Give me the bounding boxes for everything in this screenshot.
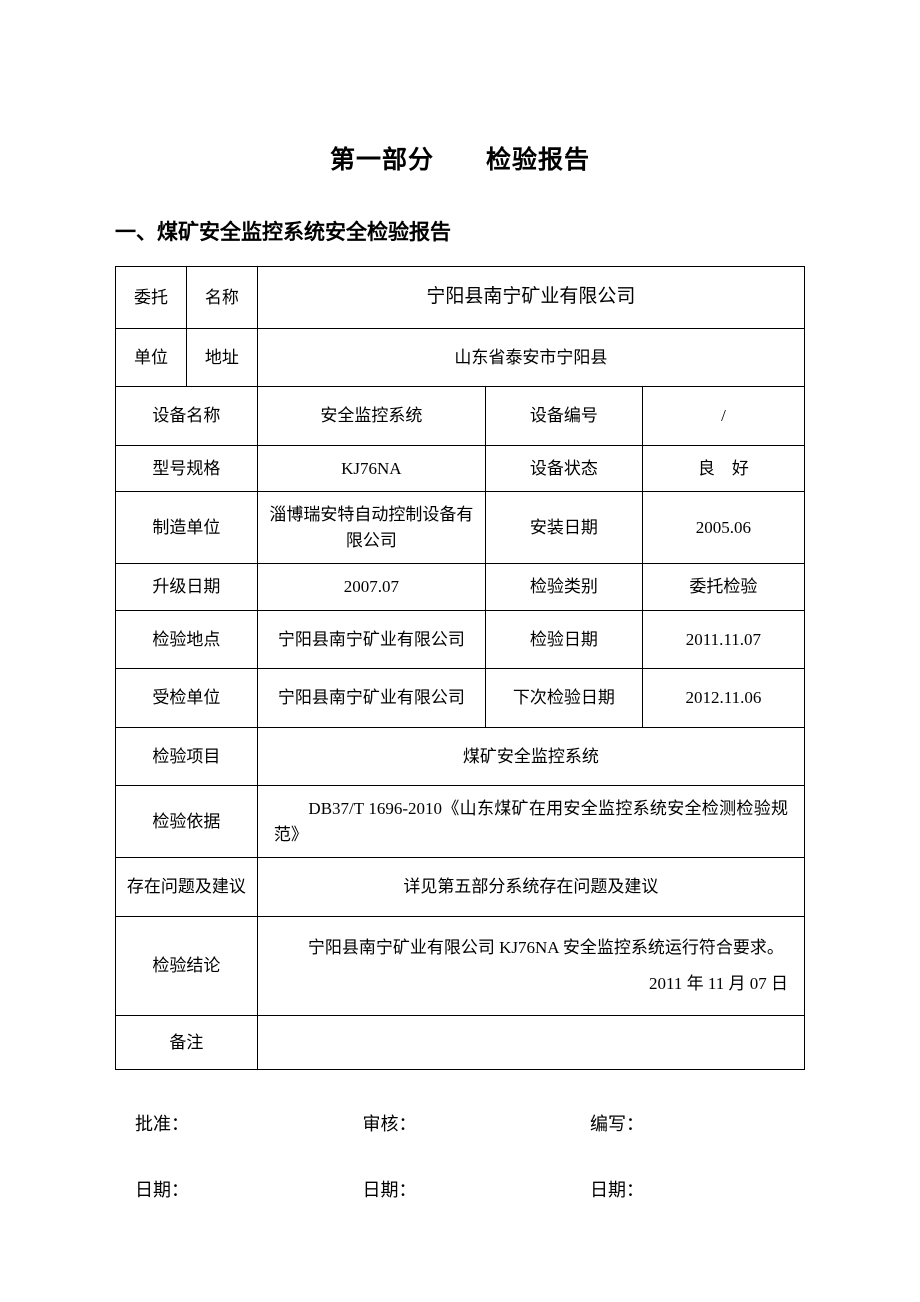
device-status-value: 良 好: [642, 445, 804, 492]
main-title: 第一部分 检验报告: [115, 140, 805, 176]
table-row: 委托 名称 宁阳县南宁矿业有限公司: [116, 267, 805, 329]
inspected-unit-label: 受检单位: [116, 669, 258, 728]
remarks-label: 备注: [116, 1015, 258, 1070]
name-label: 名称: [186, 267, 257, 329]
inspect-date-label: 检验日期: [485, 610, 642, 669]
compile-date-label: 日期：: [590, 1176, 785, 1202]
entrust-unit-label-1: 委托: [116, 267, 187, 329]
inspect-category-label: 检验类别: [485, 564, 642, 611]
manufacturer-value: 淄博瑞安特自动控制设备有限公司: [257, 492, 485, 564]
signatures-block: 批准： 日期： 审核： 日期： 编写： 日期：: [115, 1110, 805, 1202]
review-date-label: 日期：: [363, 1176, 558, 1202]
inspect-location-value: 宁阳县南宁矿业有限公司: [257, 610, 485, 669]
approve-date-label: 日期：: [135, 1176, 330, 1202]
issues-value: 详见第五部分系统存在问题及建议: [257, 858, 804, 917]
table-row: 单位 地址 山东省泰安市宁阳县: [116, 328, 805, 387]
inspect-items-value: 煤矿安全监控系统: [257, 727, 804, 786]
model-spec-label: 型号规格: [116, 445, 258, 492]
device-status-label: 设备状态: [485, 445, 642, 492]
table-row: 受检单位 宁阳县南宁矿业有限公司 下次检验日期 2012.11.06: [116, 669, 805, 728]
device-number-label: 设备编号: [485, 387, 642, 446]
manufacturer-label: 制造单位: [116, 492, 258, 564]
address-label: 地址: [186, 328, 257, 387]
inspect-category-value: 委托检验: [642, 564, 804, 611]
device-name-label: 设备名称: [116, 387, 258, 446]
compile-label: 编写：: [590, 1110, 785, 1136]
address-value: 山东省泰安市宁阳县: [257, 328, 804, 387]
inspect-basis-value: DB37/T 1696-2010《山东煤矿在用安全监控系统安全检测检验规范》: [257, 786, 804, 858]
conclusion-label: 检验结论: [116, 916, 258, 1015]
device-name-value: 安全监控系统: [257, 387, 485, 446]
issues-label: 存在问题及建议: [116, 858, 258, 917]
install-date-value: 2005.06: [642, 492, 804, 564]
table-row: 存在问题及建议 详见第五部分系统存在问题及建议: [116, 858, 805, 917]
entrust-unit-label-2: 单位: [116, 328, 187, 387]
inspect-location-label: 检验地点: [116, 610, 258, 669]
table-row: 检验项目 煤矿安全监控系统: [116, 727, 805, 786]
next-inspect-date-value: 2012.11.06: [642, 669, 804, 728]
section-title: 一、煤矿安全监控系统安全检验报告: [115, 216, 805, 246]
remarks-value: [257, 1015, 804, 1070]
upgrade-date-label: 升级日期: [116, 564, 258, 611]
table-row: 型号规格 KJ76NA 设备状态 良 好: [116, 445, 805, 492]
review-column: 审核： 日期：: [363, 1110, 558, 1202]
table-row: 检验地点 宁阳县南宁矿业有限公司 检验日期 2011.11.07: [116, 610, 805, 669]
approve-column: 批准： 日期：: [135, 1110, 330, 1202]
inspect-basis-label: 检验依据: [116, 786, 258, 858]
compile-column: 编写： 日期：: [590, 1110, 785, 1202]
conclusion-date: 2011 年 11 月 07 日: [274, 967, 788, 1001]
table-row: 制造单位 淄博瑞安特自动控制设备有限公司 安装日期 2005.06: [116, 492, 805, 564]
upgrade-date-value: 2007.07: [257, 564, 485, 611]
model-spec-value: KJ76NA: [257, 445, 485, 492]
table-row: 升级日期 2007.07 检验类别 委托检验: [116, 564, 805, 611]
table-row: 备注: [116, 1015, 805, 1070]
next-inspect-date-label: 下次检验日期: [485, 669, 642, 728]
name-value: 宁阳县南宁矿业有限公司: [257, 267, 804, 329]
table-row: 检验依据 DB37/T 1696-2010《山东煤矿在用安全监控系统安全检测检验…: [116, 786, 805, 858]
review-label: 审核：: [363, 1110, 558, 1136]
install-date-label: 安装日期: [485, 492, 642, 564]
table-row: 检验结论 宁阳县南宁矿业有限公司 KJ76NA 安全监控系统运行符合要求。 20…: [116, 916, 805, 1015]
device-number-value: /: [642, 387, 804, 446]
table-row: 设备名称 安全监控系统 设备编号 /: [116, 387, 805, 446]
conclusion-text: 宁阳县南宁矿业有限公司 KJ76NA 安全监控系统运行符合要求。: [274, 931, 788, 965]
inspect-date-value: 2011.11.07: [642, 610, 804, 669]
inspected-unit-value: 宁阳县南宁矿业有限公司: [257, 669, 485, 728]
conclusion-cell: 宁阳县南宁矿业有限公司 KJ76NA 安全监控系统运行符合要求。 2011 年 …: [257, 916, 804, 1015]
inspection-report-table: 委托 名称 宁阳县南宁矿业有限公司 单位 地址 山东省泰安市宁阳县 设备名称 安…: [115, 266, 805, 1070]
approve-label: 批准：: [135, 1110, 330, 1136]
inspect-items-label: 检验项目: [116, 727, 258, 786]
